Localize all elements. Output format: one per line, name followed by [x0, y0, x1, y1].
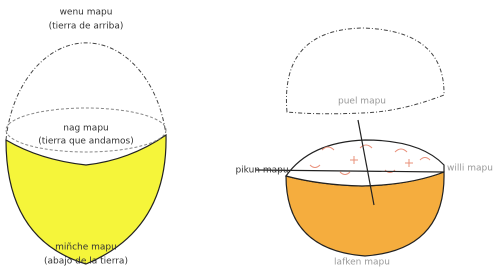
sublabel: (tierra de arriba): [49, 22, 124, 32]
label: nag mapu: [63, 124, 109, 134]
diagram: wenu mapu (tierra de arriba) nag mapu (t…: [0, 0, 495, 269]
sublabel: (abajo de la tierra): [44, 257, 128, 267]
label: miñche mapu: [55, 243, 117, 253]
sublabel: (tierra que andamos): [38, 137, 133, 147]
earth-disk: [286, 140, 444, 186]
label: lafken mapu: [334, 258, 390, 268]
label: puel mapu: [338, 97, 386, 107]
label: pikun mapu: [235, 166, 288, 176]
label: wenu mapu: [60, 8, 113, 18]
label: willi mapu: [447, 164, 493, 174]
